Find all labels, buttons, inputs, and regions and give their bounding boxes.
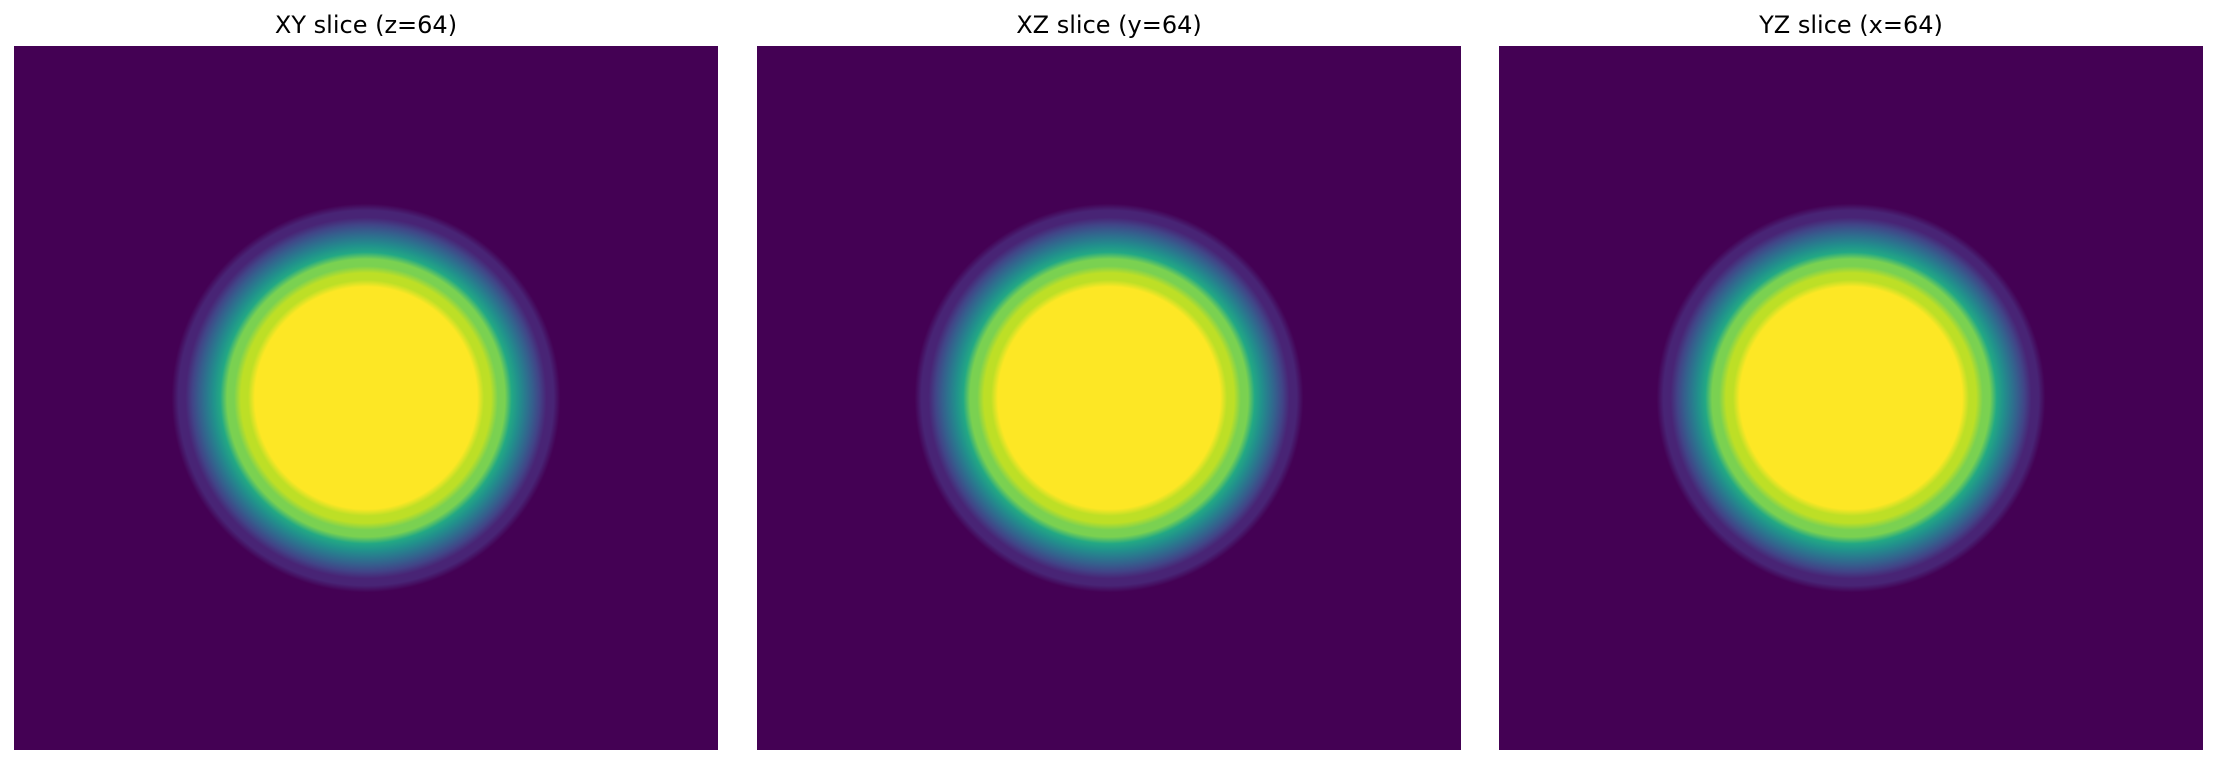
yz-slice-title: YZ slice (x=64) (1759, 11, 1943, 39)
heatmap-blob (88, 120, 644, 676)
heatmap-blob (1573, 120, 2129, 676)
xz-slice-title: XZ slice (y=64) (1016, 11, 1202, 39)
xz-slice-heatmap (757, 46, 1461, 750)
xz-slice-panel: XZ slice (y=64) (757, 0, 1461, 765)
yz-slice-heatmap (1499, 46, 2203, 750)
xy-slice-heatmap (14, 46, 718, 750)
xy-slice-title: XY slice (z=64) (274, 11, 458, 39)
yz-slice-panel: YZ slice (x=64) (1499, 0, 2203, 765)
xy-slice-panel: XY slice (z=64) (14, 0, 718, 765)
heatmap-blob (831, 120, 1387, 676)
